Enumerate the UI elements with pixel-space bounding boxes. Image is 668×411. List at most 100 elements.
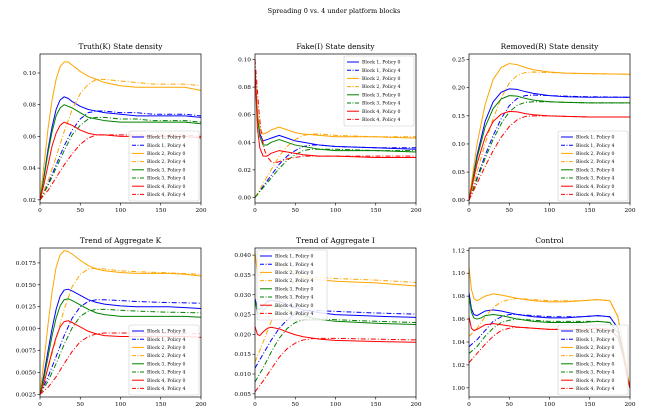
legend-label: Block 1, Policy 4 [147,143,186,149]
legend-label: Block 4, Policy 4 [362,117,401,123]
x-tick-label: 150 [370,402,381,408]
series-line-2 [469,94,630,201]
x-tick-label: 100 [330,402,341,408]
legend-label: Block 3, Policy 0 [147,361,186,367]
legend-label: Block 1, Policy 0 [147,329,186,335]
legend-label: Block 4, Policy 0 [275,303,314,309]
legend-label: Block 3, Policy 0 [362,92,401,98]
y-tick-label: 1.12 [452,248,465,254]
y-tick-label: 0.005 [234,392,251,398]
x-tick-label: 200 [410,402,421,408]
x-tick-label: 0 [38,402,42,408]
y-tick-label: 1.02 [452,363,465,369]
x-tick-label: 200 [195,208,206,214]
legend-label: Block 1, Policy 4 [576,337,615,343]
series-line-3 [40,250,201,395]
x-tick-label: 100 [330,208,341,214]
legend-label: Block 4, Policy 4 [147,386,186,392]
x-tick-label: 0 [38,208,42,214]
legend-label: Block 3, Policy 4 [147,370,186,376]
subplot-2: Fake(I) State density 0 50 100 150 200 0.00 0.0… [238,42,422,214]
x-tick-label: 50 [292,208,300,214]
x-tick-label: 0 [467,402,471,408]
legend-label: Block 2, Policy 0 [362,76,401,82]
series-line-6 [469,101,630,201]
series-line-6 [40,308,201,395]
y-tick-label: 0.020 [234,332,251,338]
legend-label: Block 1, Policy 4 [576,143,615,149]
y-tick-label: 0.010 [234,372,251,378]
y-tick-label: 0.02 [23,198,36,204]
y-tick-label: 1.10 [452,271,465,277]
y-tick-label: 0.0175 [16,261,37,267]
series-line-4 [469,297,630,388]
x-tick-label: 0 [253,208,257,214]
legend-label: Block 4, Policy 0 [147,184,186,190]
y-tick-label: 0.04 [238,140,251,146]
y-tick-label: 0.10 [238,58,251,64]
legend-label: Block 3, Policy 0 [576,361,615,367]
legend-label: Block 2, Policy 4 [362,84,401,90]
y-tick-label: 0.00 [238,195,251,201]
x-tick-label: 200 [195,402,206,408]
series-line-4 [255,133,416,198]
series-line-7 [255,326,416,343]
legend: Block 1, Policy 0 Block 1, Policy 4 Block … [557,324,629,396]
y-tick-label: 0.00 [452,198,465,204]
legend-label: Block 2, Policy 4 [576,159,615,165]
series-line-5 [40,298,201,395]
legend-frame [128,324,200,396]
legend-label: Block 2, Policy 0 [147,345,186,351]
legend-label: Block 1, Policy 4 [275,262,314,268]
series-lines [255,59,416,198]
legend-label: Block 4, Policy 4 [275,311,314,317]
y-tick-label: 1.06 [452,317,465,323]
x-tick-label: 150 [155,402,166,408]
x-tick-label: 0 [253,402,257,408]
series-line-1 [40,288,201,395]
x-tick-label: 50 [77,402,85,408]
x-tick-label: 200 [624,208,635,214]
subplot-6: Control 0 50 100 150 200 1.00 1.02 1.04 1.06 1.08 1… [452,236,636,408]
y-tick-label: 0.06 [23,134,36,140]
y-tick-label: 0.25 [452,58,465,64]
legend-label: Block 1, Policy 0 [576,329,615,335]
series-line-2 [255,144,416,198]
legend-label: Block 4, Policy 4 [576,192,615,198]
legend: Block 1, Policy 0 Block 1, Policy 4 Block … [128,324,200,396]
legend-frame [256,249,328,321]
legend-frame [557,130,629,202]
series-line-6 [469,318,630,388]
x-tick-label: 150 [584,208,595,214]
y-tick-label: 1.08 [452,294,465,300]
x-tick-label: 150 [584,402,595,408]
legend-label: Block 1, Policy 0 [576,135,615,141]
y-tick-label: 1.00 [452,386,465,392]
legend: Block 1, Policy 0 Block 1, Policy 4 Block … [256,249,328,321]
subplot-title: Fake(I) State density [296,42,375,51]
figure-suptitle: Spreading 0 vs. 4 under platform blocks [268,7,401,15]
x-tick-label: 50 [292,402,300,408]
subplot-3: Removed(R) State density 0 50 100 150 200 0.00… [452,42,636,214]
x-tick-label: 100 [544,208,555,214]
subplot-title: Control [535,236,564,245]
x-tick-label: 200 [624,402,635,408]
legend-label: Block 2, Policy 4 [576,353,615,359]
legend-label: Block 3, Policy 0 [147,167,186,173]
legend-label: Block 4, Policy 4 [576,386,615,392]
legend-label: Block 2, Policy 0 [576,345,615,351]
legend: Block 1, Policy 0 Block 1, Policy 4 Block … [343,55,415,127]
x-tick-label: 100 [544,402,555,408]
series-line-1 [469,88,630,201]
subplot-1: Truth(K) State density 0 50 100 150 200 0.02 0.… [23,42,207,214]
y-tick-label: 0.10 [23,71,36,77]
series-line-2 [40,299,201,395]
subplot-title: Trend of Aggregate K [80,236,162,245]
y-tick-label: 0.06 [238,113,251,119]
subplot-4: Trend of Aggregate K 0 50 100 150 200 0.0025 0.… [16,236,207,408]
y-tick-label: 0.20 [452,86,465,92]
legend-label: Block 1, Policy 0 [275,254,314,260]
legend-label: Block 4, Policy 0 [576,184,615,190]
series-lines [469,63,630,201]
legend-label: Block 2, Policy 0 [275,270,314,276]
